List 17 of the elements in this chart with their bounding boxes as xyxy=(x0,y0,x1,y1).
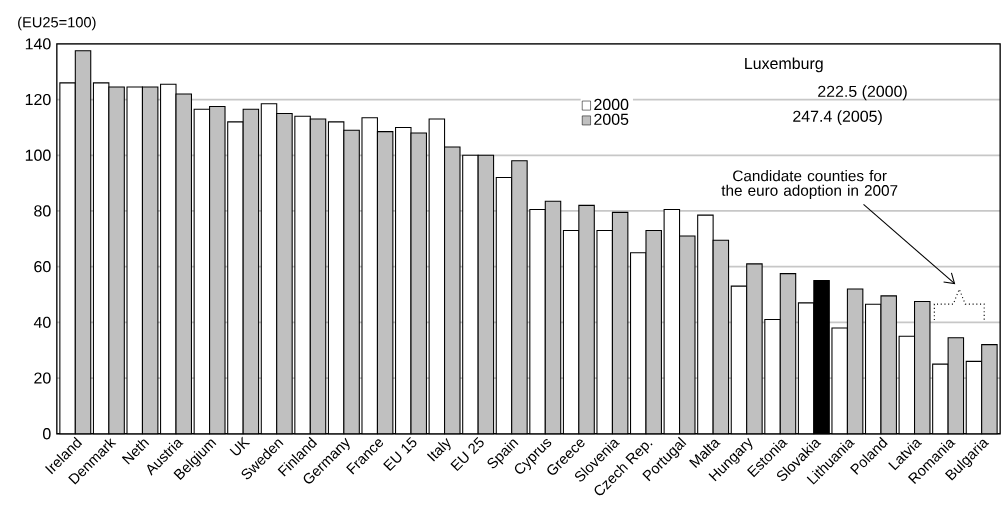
x-tick-label: Italy xyxy=(426,438,451,462)
annotation: Candidate counties for the euro adoption in 2007 xyxy=(721,170,898,200)
y-tick-label: 100 xyxy=(25,149,51,162)
legend-label: 2000 xyxy=(594,99,629,111)
y-tick-label: 140 xyxy=(25,38,51,50)
y-tick-label: 120 xyxy=(25,94,51,106)
y-tick-label: 20 xyxy=(34,372,51,384)
legend-label: 2005 xyxy=(594,113,629,126)
x-tick-label: EU 15 xyxy=(383,437,417,472)
y-tick-label: 80 xyxy=(34,205,51,217)
x-tick-label: EU 25 xyxy=(450,437,484,472)
y-tick-label: 40 xyxy=(33,316,51,329)
y-tick-label: 60 xyxy=(34,261,51,273)
annotation: Luxemburg xyxy=(745,57,823,73)
annotation: 222.5 (2000) xyxy=(818,85,907,101)
annotation: 247.4 (2005) xyxy=(793,110,882,126)
y-axis-title: (EU25=100) xyxy=(18,16,96,31)
